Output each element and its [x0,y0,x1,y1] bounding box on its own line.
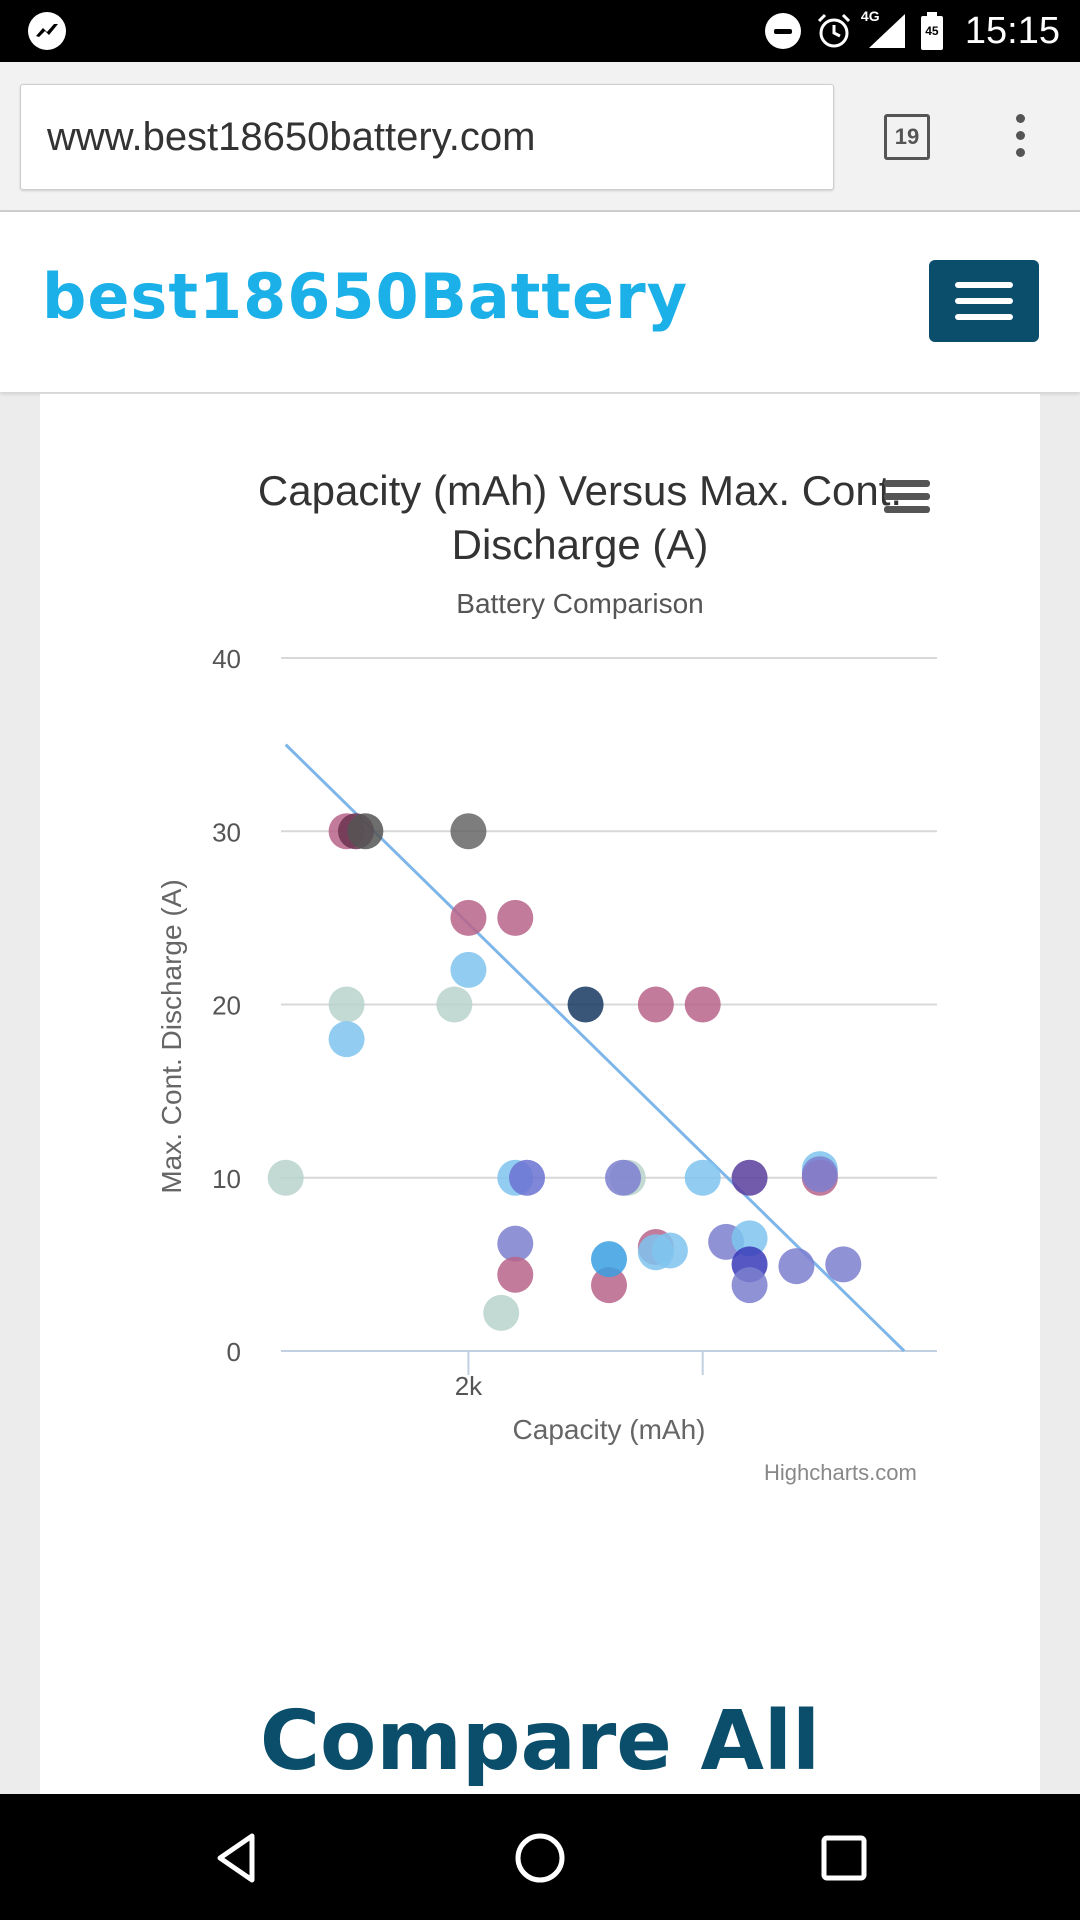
y-tick-label: 0 [227,1337,241,1367]
do-not-disturb-icon [764,13,801,49]
data-point [651,1232,688,1269]
status-bar: 4G 45 15:15 [0,0,1080,62]
data-point [328,1021,365,1058]
y-tick-label: 10 [212,1164,241,1194]
data-point [591,1241,627,1278]
network-type: 4G [860,8,880,24]
data-point [567,986,604,1023]
browser-toolbar: www.best18650battery.com 19 [0,62,1080,212]
data-point [267,1159,304,1196]
data-point [450,899,487,936]
signal-icon: 4G [861,8,907,50]
scatter-chart: 0 10 20 30 40 2k Capacity (mAh) Max. Cont. Disc… [156,644,937,1445]
recents-icon[interactable] [816,1830,872,1886]
y-tick-label: 40 [212,644,241,674]
home-icon[interactable] [512,1830,568,1886]
data-point [801,1156,838,1193]
data-point [825,1246,862,1283]
clock: 15:15 [964,9,1060,52]
status-icons: 4G 45 15:15 [764,0,1060,62]
data-point [483,1294,520,1331]
x-axis-title: Capacity (mAh) [513,1414,706,1445]
y-tick-label: 20 [212,991,241,1021]
y-axis-title: Max. Cont. Discharge (A) [156,879,187,1193]
overflow-menu-icon[interactable] [1008,114,1032,160]
url-bar[interactable]: www.best18650battery.com [20,84,834,190]
chart-credits[interactable]: Highcharts.com [764,1460,917,1485]
data-point [605,1159,642,1196]
data-point [509,1159,545,1196]
hamburger-menu-icon[interactable] [929,260,1039,342]
site-logo[interactable]: best18650Battery [42,260,689,333]
data-point [497,1225,534,1262]
chart-context-menu-icon[interactable] [884,480,930,520]
data-point [328,986,365,1023]
data-point [731,1267,768,1304]
messenger-icon [28,12,66,50]
data-point [731,1220,768,1257]
data-point [436,986,473,1023]
url-text: www.best18650battery.com [47,115,536,159]
data-point [637,986,674,1023]
data-point [731,1159,768,1196]
chart-title: Capacity (mAh) Versus Max. Cont. Dischar… [257,467,903,568]
tabs-icon[interactable]: 19 [884,114,930,160]
site-header: best18650Battery [0,212,1080,392]
data-point [450,813,487,850]
data-point [497,899,534,936]
data-point [497,1256,534,1293]
y-tick-label: 30 [212,817,241,847]
data-point [450,951,487,988]
alarm-icon [815,12,853,50]
chart-subtitle: Battery Comparison [456,588,704,619]
x-tick-label: 2k [455,1371,483,1401]
content-card: 0 10 20 30 40 2k Capacity (mAh) Max. Cont. Disc… [40,394,1040,1794]
battery-icon: 45 [920,12,943,50]
data-point [347,813,384,850]
data-point [591,1267,627,1304]
data-point [778,1248,815,1285]
data-point [684,1159,721,1196]
battery-level: 45 [925,24,939,38]
data-point [684,986,721,1023]
system-nav-bar [0,1794,1080,1920]
compare-all-heading: Compare All [259,1694,821,1789]
back-icon[interactable] [210,1830,266,1886]
